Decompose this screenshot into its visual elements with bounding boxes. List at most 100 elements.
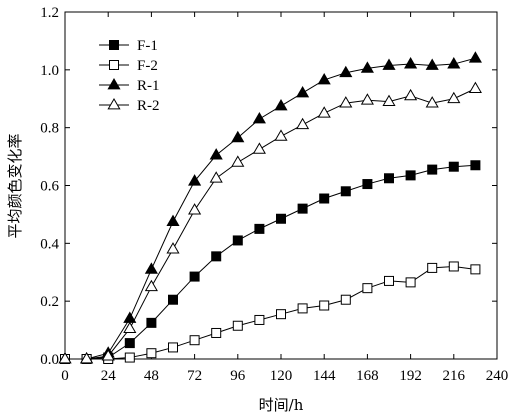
data-point-r-2 xyxy=(382,94,396,107)
data-point-r-2 xyxy=(101,349,115,361)
data-point-r-1 xyxy=(317,72,331,85)
data-point-r-2 xyxy=(404,88,418,101)
data-point-r-1 xyxy=(382,58,396,70)
data-point-f-2 xyxy=(362,283,373,294)
x-tick-label: 48 xyxy=(144,368,159,384)
data-point-r-1 xyxy=(274,98,288,111)
axis-ticks: 0 24 48 72 96 120 144 168 192 216 240 0.0 0.2 0.4 0.6 0… xyxy=(40,5,508,384)
y-tick-label: 0.0 xyxy=(40,352,59,368)
x-tick-label: 216 xyxy=(443,368,466,384)
x-tick-label: 96 xyxy=(230,368,246,384)
data-point-f-2 xyxy=(297,303,308,314)
data-point-r-1 xyxy=(404,57,418,69)
data-point-f-1 xyxy=(427,164,438,175)
data-point-r-2 xyxy=(144,279,158,292)
data-point-f-1 xyxy=(189,271,200,282)
data-point-r-1 xyxy=(209,148,223,160)
data-point-r-2 xyxy=(231,155,245,167)
data-point-f-2 xyxy=(232,320,243,331)
data-point-f-1 xyxy=(470,160,481,171)
legend-marker-f-2 xyxy=(109,60,119,70)
legend-marker-r-2 xyxy=(107,97,121,110)
x-tick-label: 0 xyxy=(61,368,69,384)
legend: F-1 F-2 R-1 R-2 xyxy=(99,38,160,114)
x-tick-label: 192 xyxy=(399,368,422,384)
legend-marker-f-1 xyxy=(109,40,119,50)
data-point-r-2 xyxy=(274,129,288,141)
data-point-r-1 xyxy=(231,130,245,143)
x-tick-label: 120 xyxy=(270,368,293,384)
data-point-f-1 xyxy=(319,193,330,204)
data-point-f-1 xyxy=(405,170,416,181)
x-tick-label: 240 xyxy=(486,368,509,384)
data-point-r-1 xyxy=(447,57,461,69)
data-point-r-2 xyxy=(360,93,374,105)
data-point-r-1 xyxy=(123,311,137,323)
data-point-r-2 xyxy=(188,203,202,215)
data-point-f-1 xyxy=(232,235,243,246)
data-point-f-1 xyxy=(211,251,222,262)
data-point-r-1 xyxy=(252,111,266,124)
data-point-f-1 xyxy=(340,186,351,197)
data-point-f-2 xyxy=(124,352,135,363)
data-point-f-2 xyxy=(340,294,351,305)
data-point-r-2 xyxy=(58,351,72,364)
data-point-f-2 xyxy=(384,275,394,286)
data-point-r-1 xyxy=(166,214,180,227)
data-point-f-1 xyxy=(448,161,459,172)
data-point-r-2 xyxy=(425,96,439,108)
data-point-r-2 xyxy=(252,142,266,154)
data-point-r-2 xyxy=(166,242,180,254)
y-tick-label: 1.2 xyxy=(40,5,59,21)
data-point-f-2 xyxy=(254,314,265,325)
data-point-r-2 xyxy=(123,321,137,334)
data-point-r-1 xyxy=(188,174,202,186)
data-point-f-2 xyxy=(276,309,286,320)
data-point-r-2 xyxy=(468,81,482,94)
data-point-r-1 xyxy=(339,65,353,78)
legend-label-f-1: F-1 xyxy=(137,38,158,54)
data-point-r-1 xyxy=(360,61,374,73)
data-point-r-2 xyxy=(80,351,94,364)
series-lines xyxy=(65,57,476,360)
y-tick-label: 0.8 xyxy=(40,121,59,137)
data-point-f-2 xyxy=(189,335,200,346)
y-tick-label: 0.6 xyxy=(40,179,59,195)
data-point-r-1 xyxy=(425,58,439,70)
data-point-f-2 xyxy=(168,342,178,353)
x-axis-title: 时间/h xyxy=(259,396,304,414)
data-point-f-2 xyxy=(427,262,438,273)
data-point-r-1 xyxy=(144,262,158,274)
series-markers xyxy=(58,51,482,364)
y-tick-label: 0.2 xyxy=(40,294,59,310)
data-point-r-2 xyxy=(447,91,461,104)
data-point-f-1 xyxy=(362,179,373,190)
y-tick-label: 1.0 xyxy=(40,63,59,79)
y-axis-title: 平均颜色变化率 xyxy=(6,133,24,238)
data-point-r-2 xyxy=(209,171,223,183)
data-point-f-2 xyxy=(405,277,416,288)
legend-label-r-1: R-1 xyxy=(137,78,160,94)
x-tick-label: 24 xyxy=(101,368,117,384)
data-point-r-1 xyxy=(468,51,482,63)
y-tick-label: 0.4 xyxy=(40,236,59,252)
series-line-r-1 xyxy=(65,57,476,360)
data-point-f-2 xyxy=(470,264,481,275)
data-point-f-2 xyxy=(319,300,330,311)
data-point-r-2 xyxy=(339,96,353,108)
data-point-f-1 xyxy=(254,223,265,234)
data-point-f-1 xyxy=(297,203,308,214)
data-point-f-1 xyxy=(276,213,286,224)
data-point-f-1 xyxy=(146,317,157,328)
data-point-f-1 xyxy=(384,173,394,184)
data-point-f-1 xyxy=(124,338,135,349)
legend-label-r-2: R-2 xyxy=(137,98,160,114)
data-point-f-2 xyxy=(146,348,157,359)
data-point-f-1 xyxy=(168,294,178,305)
data-point-r-2 xyxy=(296,117,310,130)
data-point-f-2 xyxy=(211,327,222,338)
data-point-f-2 xyxy=(448,261,459,272)
x-tick-label: 72 xyxy=(187,368,202,384)
data-point-r-1 xyxy=(296,85,310,98)
